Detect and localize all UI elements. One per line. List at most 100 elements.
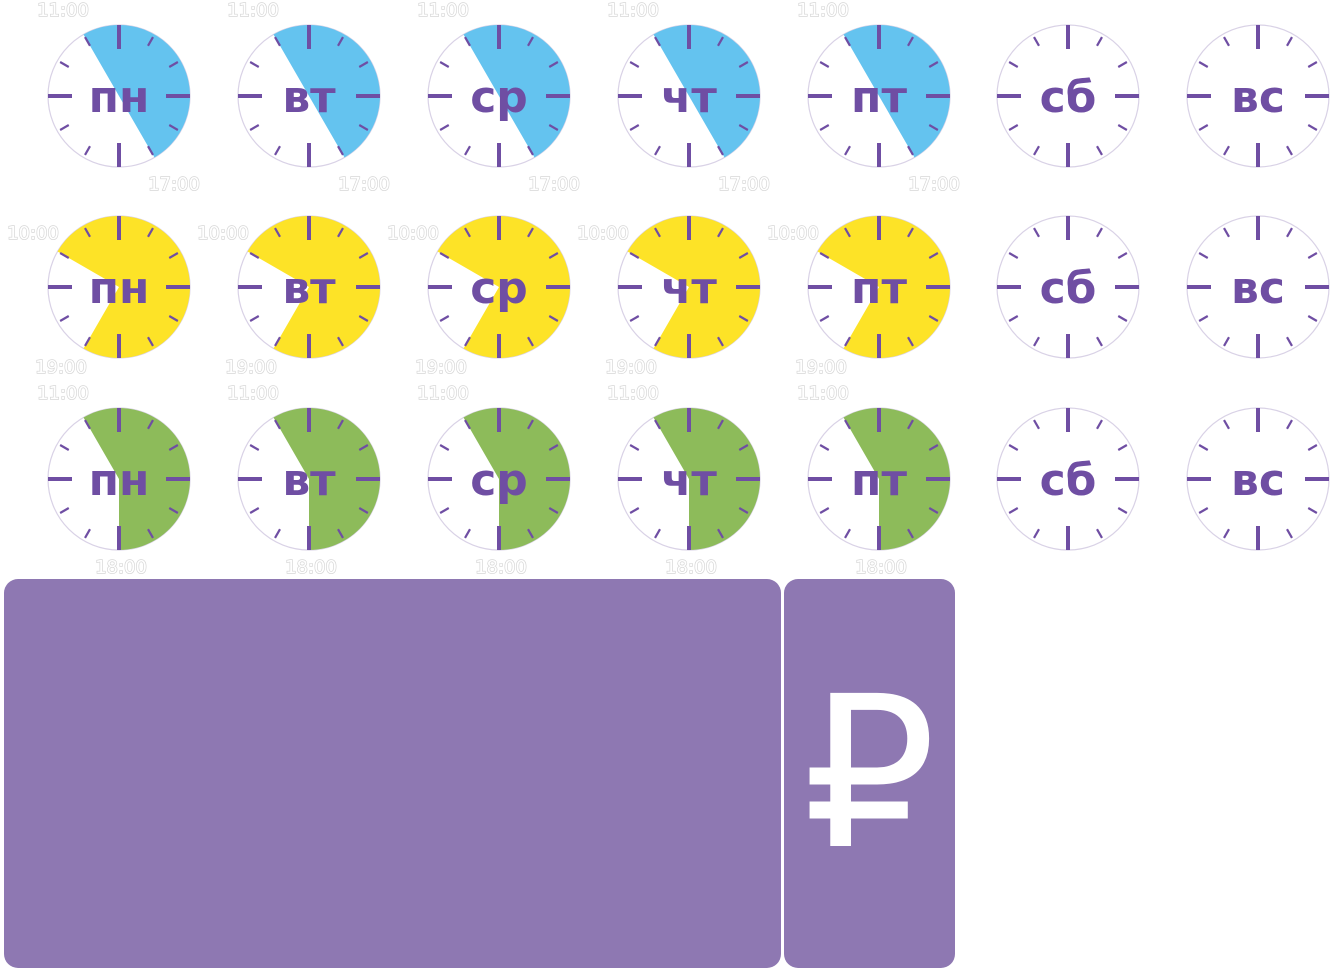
hour-tick <box>147 528 154 539</box>
open-hours-sector <box>273 25 380 158</box>
day-label: чт <box>661 455 717 506</box>
close-time-label: 19:00 <box>605 357 657 378</box>
hour-tick <box>907 336 914 347</box>
open-time-label: 11:00 <box>227 0 279 21</box>
hour-tick <box>1307 124 1318 131</box>
hour-tick <box>654 419 661 430</box>
hour-tick <box>844 36 851 47</box>
day-label: вт <box>282 72 336 123</box>
hour-tick <box>147 36 154 47</box>
clock-green-schedule-5: пт 11:00 18:00 <box>796 382 951 579</box>
hour-tick <box>907 227 914 238</box>
open-hours-sector <box>843 408 950 550</box>
hour-tick <box>548 315 559 322</box>
hour-tick <box>738 252 749 259</box>
open-hours-sector <box>653 408 760 550</box>
hour-tick <box>249 61 260 68</box>
open-hours-sector <box>463 408 570 550</box>
hour-tick <box>1307 252 1318 259</box>
hour-tick <box>1033 227 1040 238</box>
hour-tick <box>1223 227 1230 238</box>
close-time-label: 17:00 <box>718 174 770 195</box>
day-label: ср <box>470 72 528 123</box>
hour-tick <box>629 252 640 259</box>
hour-tick <box>274 528 281 539</box>
hour-tick <box>527 227 534 238</box>
hour-tick <box>249 444 260 451</box>
open-hours-sector <box>247 216 380 359</box>
clock-blue-schedule-3: ср 11:00 17:00 <box>416 0 580 196</box>
hour-tick <box>147 227 154 238</box>
hour-tick <box>1286 336 1293 347</box>
hour-tick <box>1223 336 1230 347</box>
hour-tick <box>654 36 661 47</box>
hour-tick <box>717 36 724 47</box>
hour-tick <box>337 145 344 156</box>
open-hours-sector <box>273 407 380 550</box>
hour-tick <box>819 252 830 259</box>
clock-green-schedule-3: ср 11:00 18:00 <box>416 382 571 579</box>
hour-tick <box>907 36 914 47</box>
hour-tick <box>844 227 851 238</box>
hour-tick <box>654 227 661 238</box>
hour-tick <box>1117 444 1128 451</box>
hour-tick <box>337 528 344 539</box>
open-time-label: 11:00 <box>417 0 469 21</box>
day-label: вт <box>282 263 336 314</box>
hour-tick <box>928 444 939 451</box>
hour-tick <box>147 419 154 430</box>
close-time-label: 18:00 <box>665 557 717 578</box>
hour-tick <box>717 419 724 430</box>
open-time-label: 10:00 <box>767 223 819 244</box>
hour-tick <box>1307 61 1318 68</box>
hour-tick <box>358 61 369 68</box>
hour-tick <box>1096 227 1103 238</box>
hour-tick <box>147 145 154 156</box>
hour-tick <box>527 528 534 539</box>
clock-blue-schedule-4: чт 11:00 17:00 <box>606 0 770 196</box>
hour-tick <box>464 528 471 539</box>
hour-tick <box>717 528 724 539</box>
hour-tick <box>337 419 344 430</box>
hour-tick <box>1096 145 1103 156</box>
day-label: ср <box>470 455 528 506</box>
hour-tick <box>59 315 70 322</box>
hour-tick <box>358 444 369 451</box>
hour-tick <box>337 36 344 47</box>
hour-tick <box>654 528 661 539</box>
hour-tick <box>1307 444 1318 451</box>
hour-tick <box>928 61 939 68</box>
hour-tick <box>59 124 70 131</box>
clock-green-schedule-1: пн 11:00 18:00 <box>36 382 191 579</box>
hour-tick <box>1033 419 1040 430</box>
hour-tick <box>249 124 260 131</box>
hour-tick <box>928 315 939 322</box>
hour-tick <box>1117 124 1128 131</box>
hour-tick <box>1008 507 1019 514</box>
hour-tick <box>1286 145 1293 156</box>
hour-tick <box>548 507 559 514</box>
open-time-label: 11:00 <box>227 383 279 404</box>
hour-tick <box>1198 124 1209 131</box>
close-time-label: 17:00 <box>148 174 200 195</box>
hour-tick <box>1198 61 1209 68</box>
hour-tick <box>844 145 851 156</box>
open-time-label: 11:00 <box>607 0 659 21</box>
hour-tick <box>439 507 450 514</box>
hour-tick <box>337 336 344 347</box>
hour-tick <box>1008 252 1019 259</box>
clock-yellow-schedule-2: вт 10:00 19:00 <box>196 215 381 379</box>
hour-tick <box>819 507 830 514</box>
clock-yellow-schedule-7: вс <box>1186 215 1330 359</box>
hour-tick <box>1008 61 1019 68</box>
day-label: вт <box>282 455 336 506</box>
hour-tick <box>629 444 640 451</box>
open-time-label: 10:00 <box>7 223 59 244</box>
clock-yellow-schedule-6: сб <box>996 215 1140 359</box>
ticket-stub: ₽ <box>784 579 955 968</box>
hour-tick <box>358 124 369 131</box>
hour-tick <box>1096 528 1103 539</box>
close-time-label: 19:00 <box>35 357 87 378</box>
hour-tick <box>1033 36 1040 47</box>
hour-tick <box>1223 145 1230 156</box>
